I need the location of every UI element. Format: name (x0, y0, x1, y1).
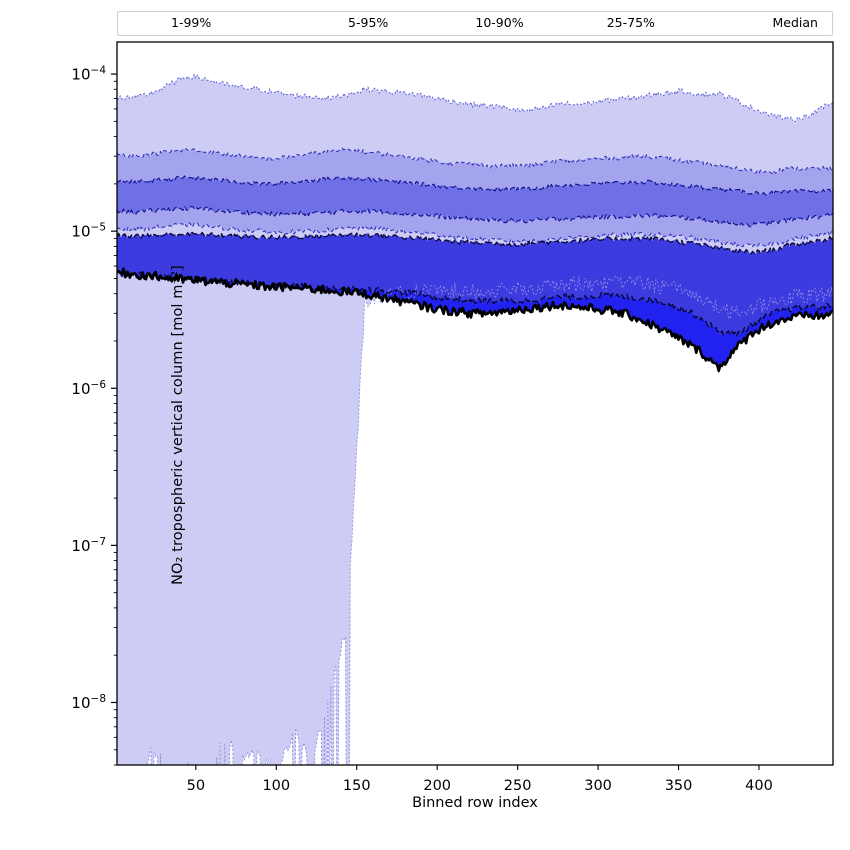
percentile-line-p25 (117, 269, 833, 338)
x-tick-label: 100 (262, 778, 290, 794)
x-tick-label: 50 (187, 778, 205, 794)
legend-item-25-75: 25-75% (547, 17, 678, 30)
legend-label: 1-99% (171, 15, 212, 31)
percentile-line-p5 (117, 222, 833, 248)
legend-label: 5-95% (348, 15, 389, 31)
percentile-line-p99 (117, 74, 833, 123)
x-tick-label: 300 (584, 778, 612, 794)
legend-label: 10-90% (475, 15, 524, 31)
y-tick-label: 10−7 (71, 536, 106, 555)
legend-item-median: Median (678, 17, 832, 30)
x-tick-label: 350 (665, 778, 693, 794)
percentile-line-p75 (117, 231, 833, 255)
percentile-line-p90 (117, 175, 833, 196)
y-tick-label: 10−8 (71, 693, 106, 712)
y-axis-label: NO₂ tropospheric vertical column [mol m⁻… (169, 265, 186, 585)
legend-label: Median (772, 15, 818, 31)
legend: 1-99% 5-95% 10-90% 25-75% Median (117, 11, 833, 36)
legend-label: 25-75% (606, 15, 655, 31)
legend-item-5-95: 5-95% (284, 17, 415, 30)
median-line (117, 267, 833, 373)
x-axis-label: Binned row index (412, 795, 538, 811)
percentile-line-p1 (146, 275, 833, 765)
x-tick-label: 400 (745, 778, 773, 794)
y-tick-label: 10−6 (71, 379, 106, 398)
x-tick-label: 150 (343, 778, 371, 794)
y-tick-label: 10−4 (71, 65, 106, 84)
x-tick-label: 200 (423, 778, 451, 794)
percentile-line-p10 (117, 205, 833, 228)
legend-item-10-90: 10-90% (415, 17, 546, 30)
band-core (117, 268, 833, 371)
y-tick-label: 10−5 (71, 222, 106, 241)
percentile-line-p95 (117, 147, 833, 175)
x-tick-label: 250 (504, 778, 532, 794)
data-layer (117, 74, 833, 765)
band-25-75 (117, 231, 833, 337)
legend-item-1-99: 1-99% (118, 17, 284, 30)
